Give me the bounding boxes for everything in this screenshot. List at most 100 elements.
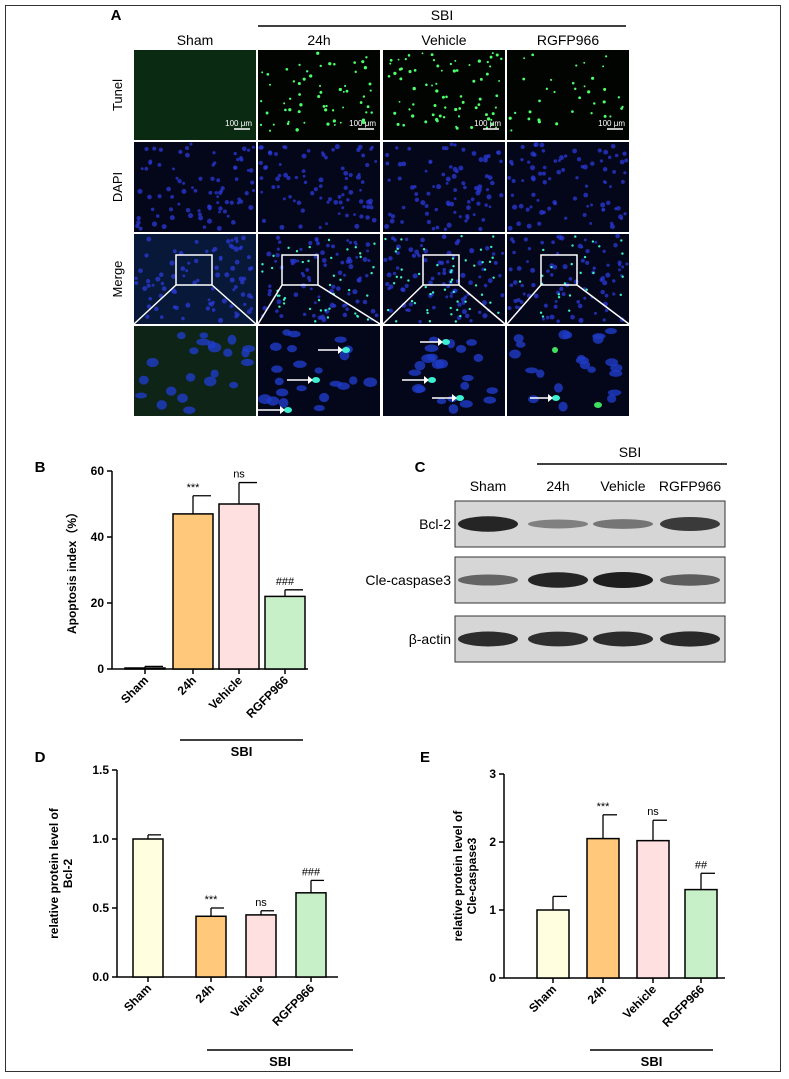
merge-dot	[356, 314, 359, 318]
zoom-nucleus	[177, 393, 188, 403]
nucleus	[348, 172, 353, 178]
nucleus	[357, 172, 361, 176]
nucleus	[241, 276, 247, 281]
nucleus	[582, 164, 588, 170]
nucleus	[326, 243, 330, 248]
tunel-dot	[413, 69, 417, 72]
zoom-nucleus	[185, 373, 196, 382]
nucleus	[539, 209, 545, 216]
tunel-dot	[362, 95, 366, 98]
nucleus	[283, 145, 288, 150]
tunel-dot	[295, 128, 299, 132]
tunel-dot	[393, 71, 397, 76]
nucleus	[618, 263, 622, 267]
zoom-line	[133, 284, 177, 325]
tunel-dot	[333, 124, 336, 126]
nucleus	[385, 152, 390, 158]
tunel-dot	[393, 111, 397, 115]
nucleus	[599, 277, 604, 282]
figure-frame	[5, 5, 781, 1072]
nucleus	[229, 200, 234, 205]
nucleus	[405, 308, 409, 312]
nucleus	[276, 185, 280, 189]
nucleus	[609, 224, 616, 230]
nucleus	[523, 237, 528, 242]
merge-dot	[347, 288, 351, 292]
merge-dot	[261, 263, 264, 266]
tunel-dot	[370, 111, 373, 114]
nucleus	[518, 203, 524, 209]
nucleus	[260, 190, 264, 194]
nucleus	[229, 304, 234, 308]
tunel-dot	[332, 119, 336, 123]
nucleus	[449, 142, 454, 147]
zoom-line	[257, 284, 283, 325]
micrograph-2-1	[257, 234, 381, 325]
tunel-dot	[368, 82, 372, 86]
apoptotic-cell	[442, 339, 450, 345]
micrograph-0-2: 100 μm	[383, 50, 505, 140]
nucleus	[355, 174, 361, 180]
nucleus	[239, 157, 244, 162]
tunel-dot	[359, 101, 363, 104]
merge-dot	[386, 308, 390, 312]
zoom-line	[458, 284, 506, 325]
nucleus	[196, 278, 200, 283]
nucleus	[333, 199, 339, 205]
zoom-nucleus	[199, 332, 209, 339]
tunel-dot	[412, 103, 415, 106]
nucleus	[343, 170, 349, 176]
tunel-dot	[602, 65, 605, 68]
nucleus	[134, 276, 138, 280]
panel-c-letter: C	[415, 459, 426, 476]
nucleus	[420, 237, 425, 243]
merge-dot	[598, 245, 601, 248]
nucleus	[622, 151, 627, 156]
nucleus	[226, 214, 230, 218]
tunel-dot	[361, 118, 366, 122]
nucleus	[482, 313, 488, 319]
merge-dot	[568, 309, 571, 312]
nucleus	[228, 243, 234, 248]
nucleus	[445, 295, 449, 299]
tunel-dot	[369, 89, 372, 92]
nucleus	[234, 177, 239, 181]
y-tick-label: 20	[91, 596, 105, 610]
tunel-dot	[412, 86, 416, 91]
merge-dot	[464, 259, 467, 262]
merge-dot	[392, 282, 396, 285]
nucleus	[348, 189, 354, 195]
nucleus	[288, 194, 292, 199]
tunel-dot	[431, 84, 433, 87]
tunel-dot	[424, 120, 428, 124]
nucleus	[520, 283, 524, 288]
nucleus	[316, 241, 320, 246]
nucleus	[507, 176, 512, 180]
tunel-dot	[527, 117, 531, 121]
tunel-dot	[305, 70, 309, 73]
tunel-dot	[309, 74, 313, 78]
nucleus	[211, 308, 216, 312]
nucleus	[371, 217, 377, 223]
tunel-dot	[603, 87, 607, 91]
nucleus	[557, 159, 561, 163]
x-tick-label: 24h	[175, 673, 200, 698]
nucleus	[601, 208, 605, 212]
nucleus	[546, 269, 550, 273]
zoom-box	[175, 254, 213, 286]
nucleus	[527, 246, 532, 251]
nucleus	[158, 293, 163, 299]
blot-band	[660, 631, 720, 647]
zoom-nucleus	[536, 369, 545, 378]
micrograph-0-1: 100 μm	[258, 50, 380, 140]
tunel-dot	[522, 77, 526, 81]
blot-row-label: Bcl-2	[419, 516, 451, 532]
merge-dot	[449, 306, 452, 310]
nucleus	[216, 178, 221, 183]
merge-dot	[474, 284, 478, 287]
y-tick-label: 3	[489, 767, 496, 781]
nucleus	[218, 206, 223, 211]
nucleus	[218, 210, 221, 214]
merge-dot	[372, 266, 375, 269]
y-axis-label: relative protein level of	[451, 810, 465, 942]
